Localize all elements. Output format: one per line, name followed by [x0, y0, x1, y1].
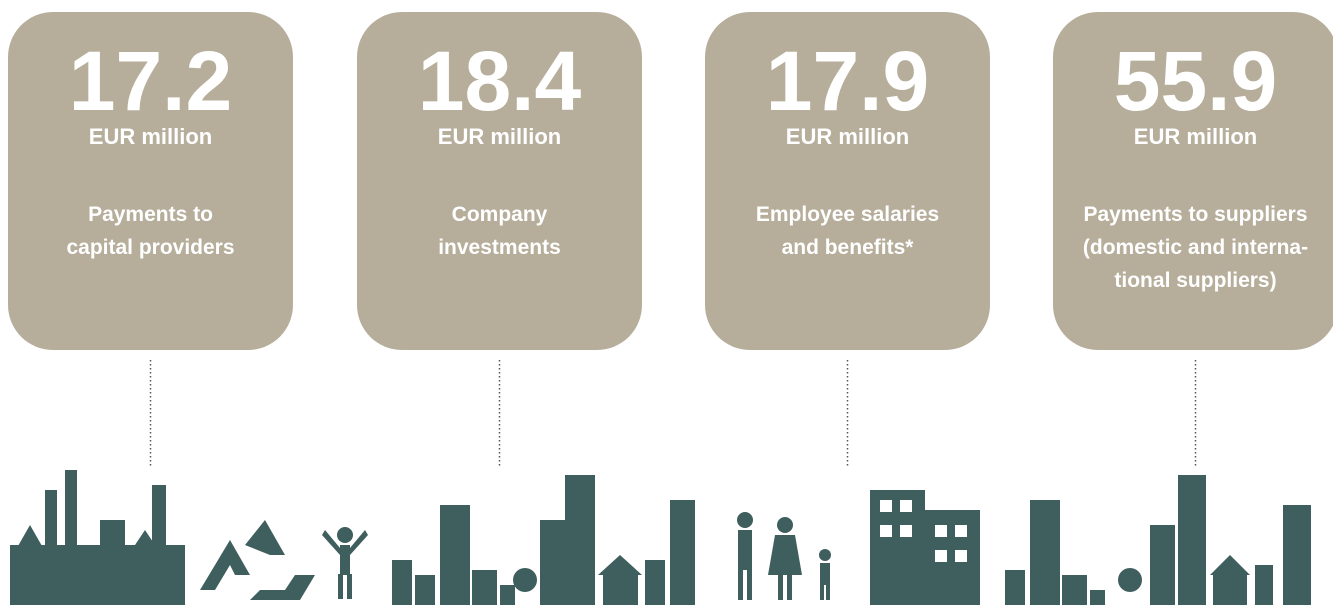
card-label: Payments to suppliers	[1083, 203, 1307, 226]
card-label: (domestic and interna-	[1083, 236, 1308, 259]
card-value: 17.2	[69, 34, 233, 128]
infographic: 17.2EUR millionPayments tocapital provid…	[0, 0, 1333, 605]
card-unit: EUR million	[786, 124, 909, 149]
card-label: Employee salaries	[756, 203, 939, 226]
card-label: investments	[438, 236, 561, 259]
card-unit: EUR million	[1134, 124, 1257, 149]
card-label: and benefits*	[782, 236, 915, 259]
card-unit: EUR million	[438, 124, 561, 149]
card-label: capital providers	[66, 236, 234, 259]
card-label: Payments to	[88, 203, 213, 226]
card-value: 55.9	[1114, 34, 1278, 128]
card-unit: EUR million	[89, 124, 212, 149]
card-value: 18.4	[418, 34, 582, 128]
card-value: 17.9	[766, 34, 930, 128]
skyline	[10, 470, 1311, 605]
card-label: Company	[452, 203, 548, 226]
card-label: tional suppliers)	[1114, 269, 1276, 292]
